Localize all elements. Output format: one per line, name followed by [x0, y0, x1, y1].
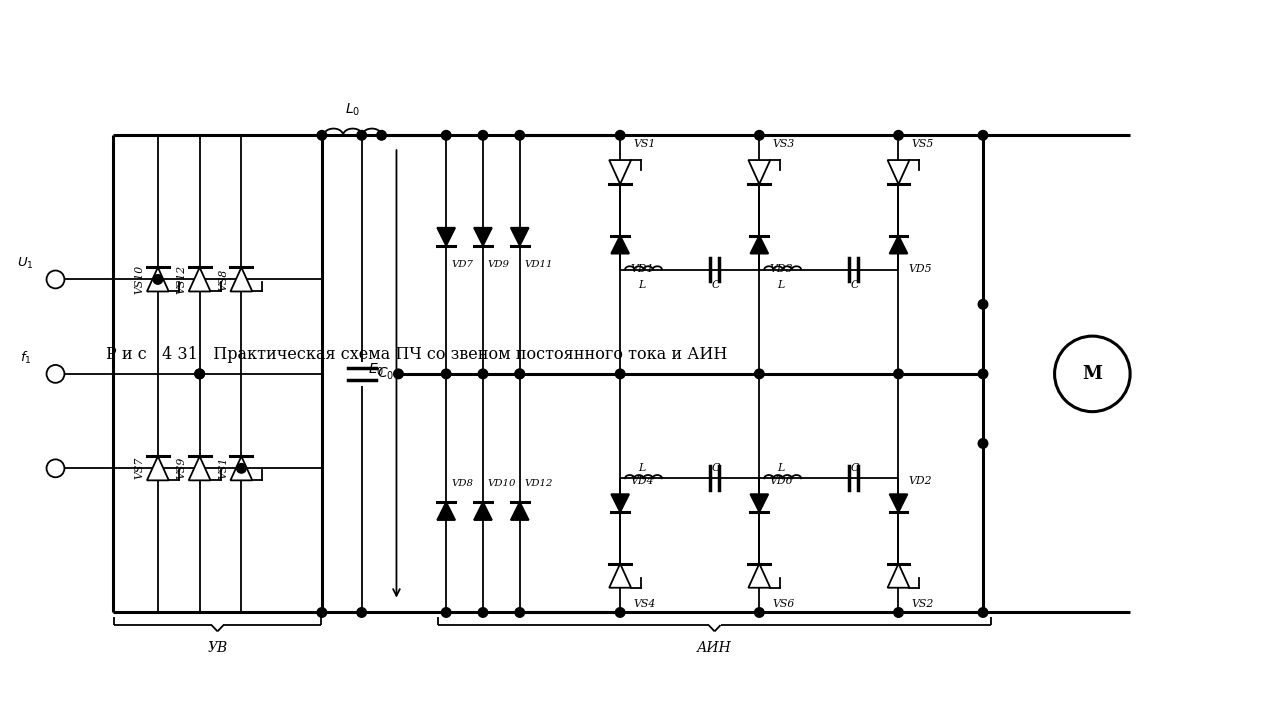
Circle shape: [978, 130, 988, 140]
Circle shape: [153, 274, 162, 284]
Circle shape: [357, 130, 367, 140]
Polygon shape: [612, 235, 629, 254]
Text: VS1: VS1: [634, 139, 656, 149]
Text: L: L: [639, 463, 645, 474]
Circle shape: [894, 608, 903, 618]
Text: VS2: VS2: [912, 598, 934, 608]
Polygon shape: [748, 564, 770, 588]
Polygon shape: [748, 160, 770, 184]
Text: VS4: VS4: [634, 598, 656, 608]
Circle shape: [442, 369, 451, 379]
Polygon shape: [511, 228, 528, 245]
Text: C: C: [850, 281, 859, 291]
Text: VD8: VD8: [451, 479, 473, 488]
Polygon shape: [231, 267, 252, 291]
Text: VS1: VS1: [219, 457, 228, 479]
Text: VD12: VD12: [524, 479, 554, 488]
Circle shape: [616, 369, 625, 379]
Text: L: L: [639, 281, 645, 291]
Text: VS9: VS9: [176, 457, 187, 479]
Polygon shape: [188, 457, 210, 481]
Polygon shape: [437, 228, 455, 245]
Circle shape: [194, 369, 205, 379]
Circle shape: [394, 369, 403, 379]
Circle shape: [442, 130, 451, 140]
Text: $C_0$: $C_0$: [376, 366, 394, 382]
Text: VD4: VD4: [630, 476, 653, 486]
Text: VS12: VS12: [176, 265, 187, 294]
Text: L: L: [778, 463, 784, 474]
Circle shape: [478, 608, 488, 618]
Text: VD5: VD5: [908, 264, 933, 274]
Text: L: L: [778, 281, 784, 291]
Text: VS5: VS5: [912, 139, 934, 149]
Polygon shape: [887, 564, 909, 588]
Text: VD9: VD9: [488, 260, 510, 269]
Polygon shape: [474, 502, 492, 520]
Circle shape: [317, 608, 327, 618]
Polygon shape: [612, 494, 629, 512]
Text: АИН: АИН: [697, 642, 732, 655]
Text: УВ: УВ: [207, 642, 228, 655]
Polygon shape: [751, 235, 768, 254]
Circle shape: [978, 299, 988, 309]
Circle shape: [377, 130, 386, 140]
Circle shape: [755, 130, 764, 140]
Text: VD3: VD3: [769, 264, 792, 274]
Text: VS6: VS6: [773, 598, 795, 608]
Circle shape: [515, 369, 524, 379]
Circle shape: [894, 369, 903, 379]
Text: VD1: VD1: [630, 264, 653, 274]
Polygon shape: [890, 494, 908, 512]
Text: $L_0$: $L_0$: [345, 102, 361, 118]
Polygon shape: [474, 228, 492, 245]
Text: $E_0$: $E_0$: [368, 362, 385, 378]
Circle shape: [357, 608, 367, 618]
Circle shape: [515, 130, 524, 140]
Text: Р и с   4 31   Практическая схема ПЧ со звеном постоянного тока и АИН: Р и с 4 31 Практическая схема ПЧ со звен…: [106, 346, 728, 363]
Circle shape: [317, 130, 327, 140]
Polygon shape: [751, 494, 768, 512]
Circle shape: [616, 130, 625, 140]
Circle shape: [978, 608, 988, 618]
Text: $U_1$: $U_1$: [17, 257, 33, 272]
Text: VD6: VD6: [769, 476, 792, 486]
Polygon shape: [609, 160, 631, 184]
Text: M: M: [1082, 365, 1103, 383]
Circle shape: [478, 369, 488, 379]
Polygon shape: [231, 457, 252, 481]
Circle shape: [237, 464, 246, 473]
Polygon shape: [609, 564, 631, 588]
Circle shape: [978, 369, 988, 379]
Circle shape: [515, 608, 524, 618]
Text: VS7: VS7: [135, 457, 146, 479]
Circle shape: [978, 439, 988, 448]
Text: VS3: VS3: [773, 139, 795, 149]
Polygon shape: [147, 457, 169, 481]
Text: VD2: VD2: [908, 476, 933, 486]
Polygon shape: [437, 502, 455, 520]
Polygon shape: [890, 235, 908, 254]
Circle shape: [478, 130, 488, 140]
Circle shape: [194, 369, 205, 379]
Polygon shape: [887, 160, 909, 184]
Text: VD7: VD7: [451, 260, 473, 269]
Text: VS10: VS10: [135, 265, 146, 294]
Circle shape: [755, 608, 764, 618]
Text: VD11: VD11: [524, 260, 554, 269]
Circle shape: [894, 130, 903, 140]
Text: C: C: [850, 463, 859, 474]
Polygon shape: [147, 267, 169, 291]
Text: C: C: [711, 281, 720, 291]
Polygon shape: [511, 502, 528, 520]
Circle shape: [616, 608, 625, 618]
Circle shape: [515, 369, 524, 379]
Text: VD10: VD10: [488, 479, 516, 488]
Text: C: C: [711, 463, 720, 474]
Circle shape: [755, 369, 764, 379]
Text: $f_1$: $f_1$: [19, 350, 31, 366]
Circle shape: [442, 608, 451, 618]
Polygon shape: [188, 267, 210, 291]
Text: VS8: VS8: [219, 268, 228, 291]
